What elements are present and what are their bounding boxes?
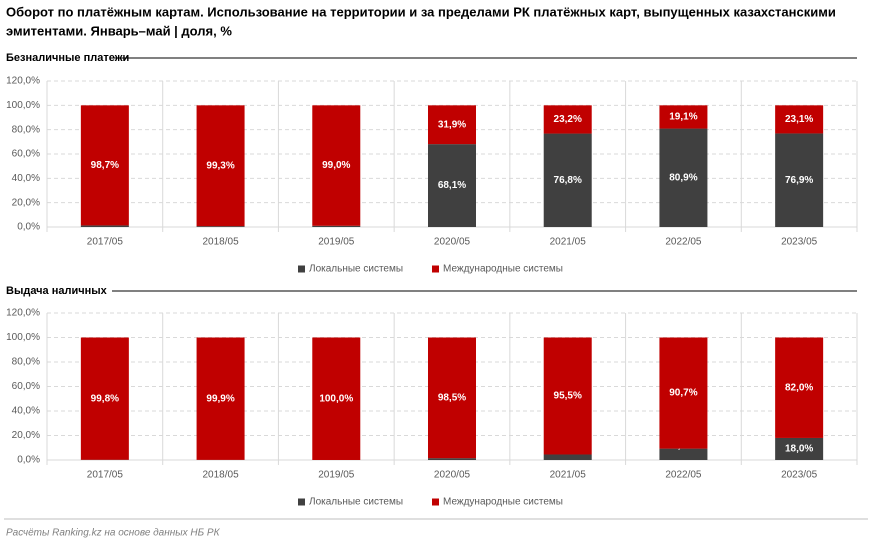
bar-segment [428,458,476,460]
y-tick-label: 0,0% [17,222,40,233]
x-tick-label: 2018/05 [202,237,239,248]
y-tick-label: 100,0% [6,332,40,343]
section-title: Выдача наличных [6,285,108,297]
data-label: 99,9% [206,393,234,404]
legend-label: Международные системы [443,264,563,275]
data-label: 100,0% [319,393,353,404]
bar-segment [428,105,476,145]
legend-swatch [298,265,305,273]
y-tick-label: 0,0% [17,455,40,466]
data-label: 99,0% [322,160,350,171]
data-label: 19,1% [669,112,697,123]
bar-segment [543,337,592,455]
bar-segment [428,337,476,459]
data-label: 90,7% [669,388,697,399]
legend-swatch [298,498,305,506]
legend-label: Локальные системы [309,497,403,508]
bar-segment [80,105,129,226]
y-tick-label: 80,0% [12,124,40,135]
y-tick-label: 60,0% [12,149,40,160]
data-label: 98,5% [438,392,466,403]
y-tick-label: 60,0% [12,381,40,392]
data-label: 95,5% [554,391,582,402]
bar-segment [428,144,476,227]
x-tick-label: 2021/05 [550,237,587,248]
legend-swatch [432,265,439,273]
bar-segment [80,337,129,460]
data-label: 76,9% [785,175,813,186]
y-tick-label: 100,0% [6,100,40,111]
x-tick-label: 2019/05 [318,237,355,248]
y-tick-label: 80,0% [12,357,40,368]
legend-label: Локальные системы [309,264,403,275]
bar-segment [659,105,708,129]
y-tick-label: 20,0% [12,430,40,441]
x-tick-label: 2017/05 [87,237,124,248]
x-tick-label: 2023/05 [781,470,818,481]
y-tick-label: 40,0% [12,173,40,184]
x-tick-label: 2019/05 [318,470,355,481]
x-tick-label: 2020/05 [434,237,471,248]
data-label: 99,3% [206,160,234,171]
data-label: 18,0% [785,444,813,455]
data-label: 31,9% [438,119,466,130]
x-tick-label: 2023/05 [781,237,818,248]
bar-segment [80,225,129,227]
data-label: 76,8% [554,175,582,186]
bar-segment [196,337,245,460]
bar-segment [659,337,708,449]
bar-segment [775,105,824,134]
data-label: 80,9% [669,172,697,183]
bar-segment [196,226,245,227]
bar-segment [312,337,361,460]
bar-segment [775,133,824,227]
y-tick-label: 120,0% [6,76,40,87]
y-tick-label: 20,0% [12,197,40,208]
section-title: Безналичные платежи [6,52,129,64]
bar-segment [312,225,361,227]
x-tick-label: 2022/05 [665,470,702,481]
x-tick-label: 2020/05 [434,470,471,481]
legend-swatch [432,498,439,506]
x-tick-label: 2022/05 [665,237,702,248]
bar-segment [543,454,592,460]
data-label: 98,7% [91,160,119,171]
title-line: Оборот по платёжным картам. Использовани… [6,4,836,19]
bar-segment [775,337,824,438]
data-label: 23,2% [554,114,582,125]
bar-segment [775,437,824,460]
bar-segment [196,105,245,227]
x-tick-label: 2017/05 [87,470,124,481]
bar-segment [659,448,708,460]
bar-segment [543,105,592,134]
data-label: 82,0% [785,382,813,393]
bar-segment [659,128,708,227]
data-label: 68,1% [438,180,466,191]
y-tick-label: 40,0% [12,406,40,417]
y-tick-label: 120,0% [6,308,40,319]
data-label: 23,1% [785,114,813,125]
data-label: 99,8% [91,393,119,404]
legend-label: Международные системы [443,497,563,508]
bar-segment [543,133,592,227]
x-tick-label: 2021/05 [550,470,587,481]
x-tick-label: 2018/05 [202,470,239,481]
source: Расчёты Ranking.kz на основе данных НБ Р… [6,528,221,539]
title-line: эмитентами. Январь–май | доля, % [6,23,232,38]
bar-segment [312,105,361,226]
